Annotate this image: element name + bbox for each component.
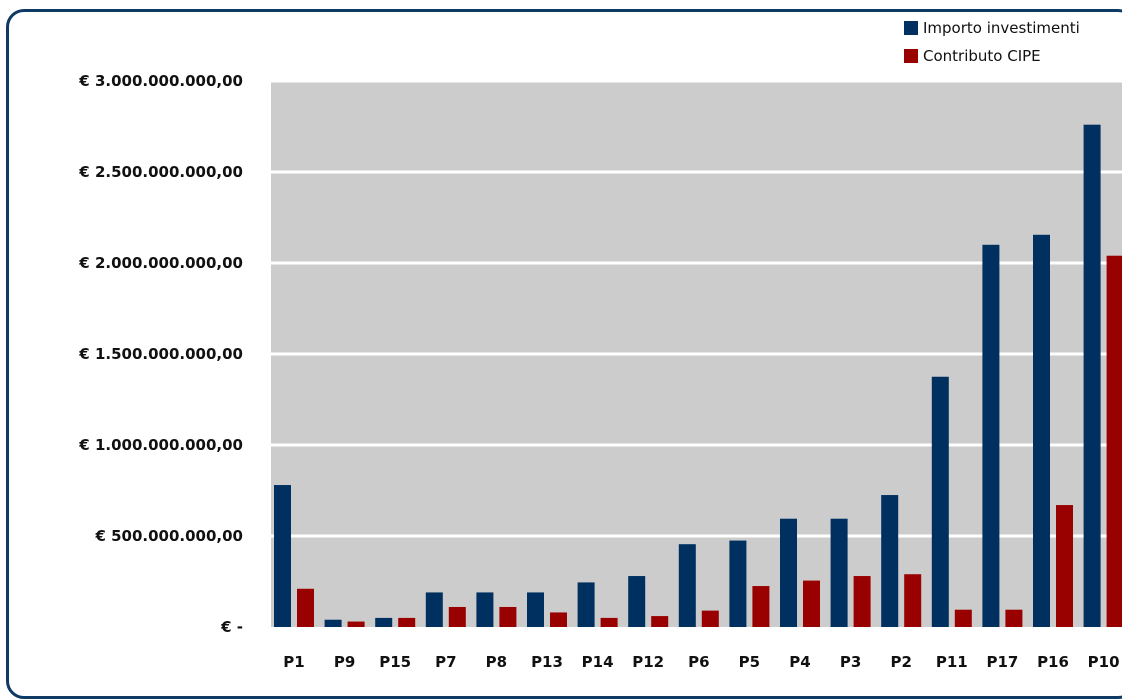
bar-importo-p15 [375, 617, 393, 627]
bar-importo-p13 [527, 592, 544, 627]
bar-importo-p4 [780, 518, 797, 627]
x-category-label: P12 [632, 653, 664, 671]
bar-contributo-p14 [600, 617, 618, 627]
x-category-label: P8 [486, 653, 507, 671]
bar-importo-p7 [425, 592, 443, 627]
y-tick-label: € 1.500.000.000,00 [78, 345, 243, 363]
x-axis-category-labels: P1 P9 P15 P7 P8 P13 P14 P12 P6 P5 P4 P3 P2 P11 P17 P16 P… [283, 653, 1119, 671]
bar-importo-p16 [1033, 234, 1050, 628]
legend-swatch-importo-investimenti [904, 21, 918, 35]
x-category-label: P9 [334, 653, 355, 671]
x-category-label: P1 [283, 653, 304, 671]
bar-importo-p3 [830, 518, 848, 627]
x-category-label: P10 [1088, 653, 1120, 671]
y-axis-tick-labels: € - € 500.000.000,00 € 1.000.000.000,00 € 1… [78, 72, 243, 636]
bar-contributo-p13 [550, 612, 567, 627]
x-category-label: P6 [688, 653, 709, 671]
x-category-label: P2 [890, 653, 911, 671]
bar-contributo-p5 [752, 586, 770, 627]
bar-importo-p11 [931, 376, 949, 627]
bar-importo-p6 [678, 544, 696, 627]
x-category-label: P16 [1037, 653, 1069, 671]
y-tick-label: € 500.000.000,00 [94, 527, 243, 545]
bar-contributo-p2 [904, 574, 922, 627]
x-category-label: P11 [936, 653, 968, 671]
bar-contributo-p15 [398, 617, 416, 627]
bar-importo-p5 [729, 540, 747, 627]
bar-contributo-p10 [1106, 255, 1122, 627]
bar-contributo-p1 [297, 588, 314, 627]
bar-contributo-p12 [651, 616, 669, 627]
y-tick-label: € 2.500.000.000,00 [78, 163, 243, 181]
y-tick-label: € 3.000.000.000,00 [78, 72, 243, 90]
y-tick-label: € 2.000.000.000,00 [78, 254, 243, 272]
bar-importo-p2 [881, 495, 899, 627]
bar-importo-p1 [274, 485, 291, 627]
bar-importo-p14 [577, 582, 595, 627]
legend-label-contributo-cipe: Contributo CIPE [923, 47, 1041, 65]
bar-importo-p9 [324, 619, 342, 627]
bar-contributo-p17 [1005, 609, 1023, 627]
x-category-label: P3 [840, 653, 861, 671]
bar-importo-p10 [1083, 124, 1101, 628]
bar-contributo-p9 [347, 621, 365, 627]
x-category-label: P13 [531, 653, 563, 671]
x-category-label: P15 [379, 653, 411, 671]
grid-lines [271, 79, 1122, 538]
bar-importo-p8 [476, 592, 494, 627]
legend: Importo investimenti Contributo CIPE [904, 19, 1080, 65]
legend-swatch-contributo-cipe [904, 49, 918, 63]
bar-contributo-p16 [1056, 505, 1073, 627]
bar-contributo-p3 [853, 576, 871, 627]
x-category-label: P14 [582, 653, 614, 671]
x-category-label: P7 [435, 653, 456, 671]
bars [274, 124, 1122, 628]
x-category-label: P17 [986, 653, 1018, 671]
y-tick-label: € 1.000.000.000,00 [78, 436, 243, 454]
bar-contributo-p7 [448, 606, 466, 627]
x-category-label: P5 [739, 653, 760, 671]
legend-label-importo-investimenti: Importo investimenti [923, 19, 1080, 37]
bar-contributo-p11 [954, 609, 972, 627]
bar-importo-p12 [628, 576, 646, 627]
y-tick-label: € - [220, 618, 243, 636]
bar-contributo-p4 [803, 580, 820, 627]
bar-importo-p17 [982, 244, 1000, 628]
bar-contributo-p6 [701, 610, 719, 627]
bar-contributo-p8 [499, 606, 517, 627]
x-category-label: P4 [789, 653, 810, 671]
